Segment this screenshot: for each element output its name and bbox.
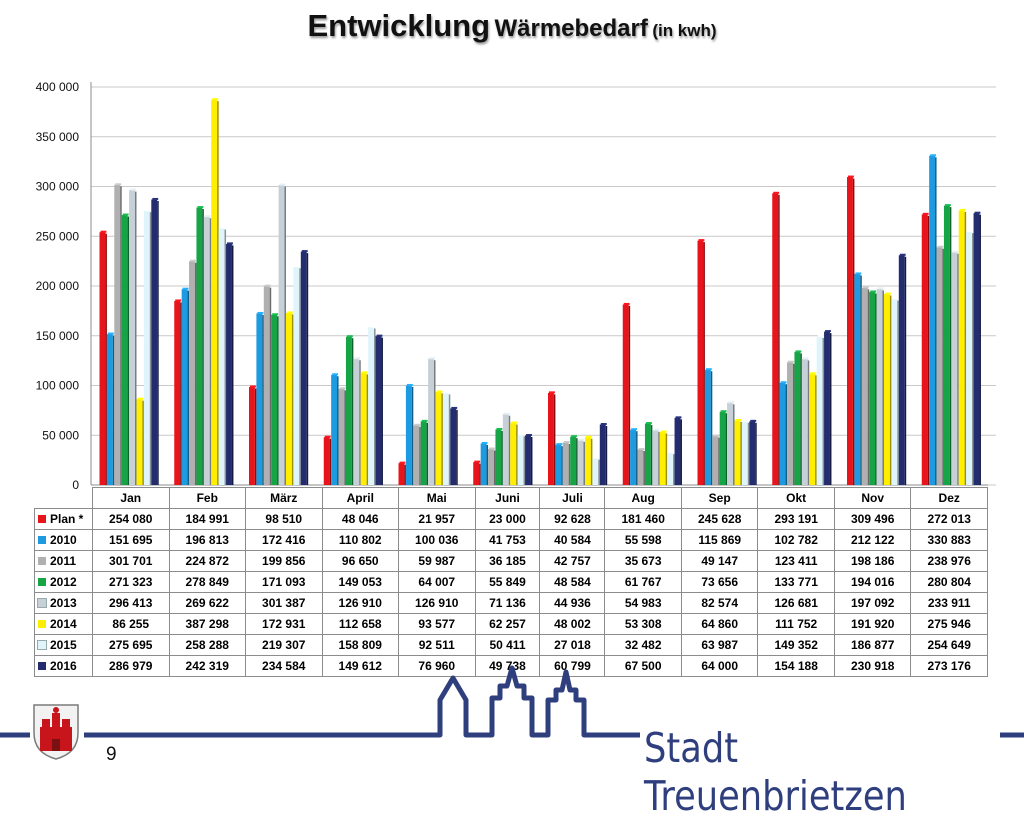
skyline-line: [0, 0, 1024, 768]
brand-wordmark: Stadt Treuenbrietzen: [644, 724, 971, 820]
town-crest-icon: [32, 703, 80, 761]
page-number: 9: [106, 744, 117, 766]
